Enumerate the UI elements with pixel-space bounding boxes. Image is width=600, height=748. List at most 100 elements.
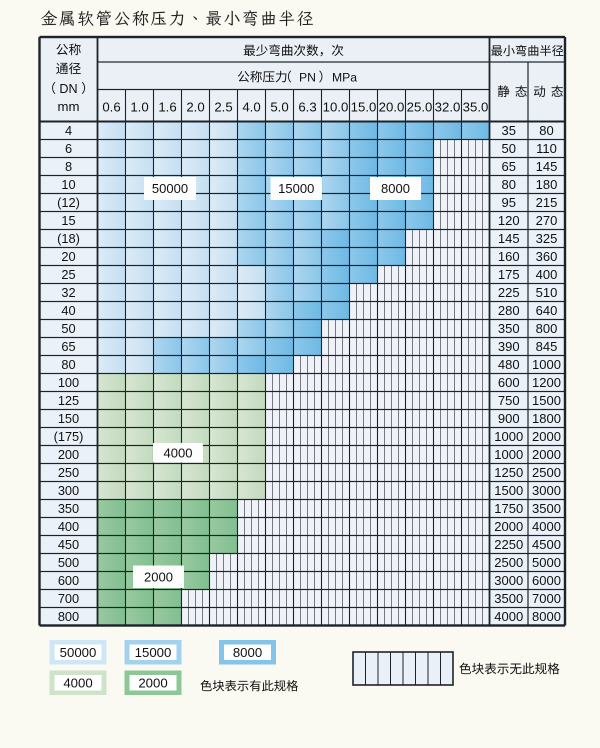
- svg-text:8: 8: [65, 159, 72, 174]
- svg-text:1250: 1250: [494, 465, 523, 480]
- svg-text:0.6: 0.6: [102, 99, 120, 114]
- svg-text:2000: 2000: [494, 519, 523, 534]
- svg-text:2000: 2000: [532, 447, 561, 462]
- svg-text:2.0: 2.0: [186, 99, 204, 114]
- svg-text:280: 280: [498, 303, 520, 318]
- svg-text:180: 180: [536, 177, 558, 192]
- svg-text:32: 32: [61, 285, 75, 300]
- svg-text:50: 50: [502, 141, 516, 156]
- svg-text:15000: 15000: [135, 645, 172, 660]
- svg-text:200: 200: [58, 447, 79, 462]
- svg-text:80: 80: [61, 357, 75, 372]
- svg-text:4: 4: [65, 123, 72, 138]
- svg-text:mm: mm: [58, 99, 80, 114]
- svg-text:8000: 8000: [233, 645, 262, 660]
- svg-text:15: 15: [61, 213, 75, 228]
- svg-text:100: 100: [58, 375, 79, 390]
- svg-text:6: 6: [65, 141, 72, 156]
- svg-text:350: 350: [58, 501, 79, 516]
- svg-text:600: 600: [58, 573, 79, 588]
- svg-text:6000: 6000: [532, 573, 561, 588]
- svg-text:1800: 1800: [532, 411, 561, 426]
- svg-text:4500: 4500: [532, 537, 561, 552]
- svg-text:4000: 4000: [164, 445, 193, 460]
- svg-text:65: 65: [502, 159, 516, 174]
- svg-text:2500: 2500: [494, 555, 523, 570]
- svg-text:40: 40: [61, 303, 75, 318]
- svg-text:MPa: MPa: [332, 70, 357, 84]
- svg-text:900: 900: [498, 411, 520, 426]
- svg-text:5000: 5000: [532, 555, 561, 570]
- svg-text:6.3: 6.3: [298, 99, 316, 114]
- svg-text:50000: 50000: [152, 181, 188, 196]
- svg-text:32.0: 32.0: [435, 99, 461, 114]
- svg-text:800: 800: [536, 321, 558, 336]
- svg-text:480: 480: [498, 357, 520, 372]
- svg-text:2000: 2000: [138, 675, 167, 690]
- svg-text:110: 110: [536, 141, 557, 156]
- svg-text:175: 175: [498, 267, 520, 282]
- svg-text:DN: DN: [59, 82, 77, 96]
- svg-text:3000: 3000: [494, 573, 523, 588]
- svg-text:300: 300: [58, 483, 79, 498]
- svg-text:20.0: 20.0: [379, 99, 405, 114]
- svg-text:2250: 2250: [494, 537, 523, 552]
- svg-text:145: 145: [536, 159, 558, 174]
- svg-text:225: 225: [498, 285, 520, 300]
- svg-text:8000: 8000: [532, 609, 561, 624]
- svg-text:600: 600: [498, 375, 520, 390]
- svg-text:400: 400: [58, 519, 79, 534]
- svg-text:1200: 1200: [532, 375, 561, 390]
- svg-text:125: 125: [58, 393, 79, 408]
- svg-text:800: 800: [58, 609, 79, 624]
- svg-text:7000: 7000: [532, 591, 561, 606]
- svg-text:35.0: 35.0: [463, 99, 489, 114]
- svg-text:15000: 15000: [278, 181, 314, 196]
- svg-text:50: 50: [61, 321, 75, 336]
- svg-text:160: 160: [498, 249, 520, 264]
- svg-text:1500: 1500: [494, 483, 523, 498]
- svg-text:3500: 3500: [494, 591, 523, 606]
- svg-text:4000: 4000: [494, 609, 523, 624]
- svg-text:390: 390: [498, 339, 520, 354]
- svg-text:1750: 1750: [494, 501, 523, 516]
- svg-text:50000: 50000: [60, 645, 97, 660]
- svg-text:510: 510: [536, 285, 558, 300]
- svg-text:1000: 1000: [494, 429, 523, 444]
- svg-text:360: 360: [536, 249, 558, 264]
- svg-text:(18): (18): [57, 231, 80, 246]
- svg-text:3500: 3500: [532, 501, 561, 516]
- svg-text:215: 215: [536, 195, 558, 210]
- svg-text:150: 150: [58, 411, 79, 426]
- svg-text:(175): (175): [54, 429, 84, 444]
- svg-text:2000: 2000: [144, 569, 173, 584]
- svg-text:80: 80: [539, 123, 553, 138]
- svg-text:80: 80: [502, 177, 516, 192]
- svg-text:8000: 8000: [381, 181, 410, 196]
- svg-text:1000: 1000: [532, 357, 561, 372]
- svg-text:1500: 1500: [532, 393, 561, 408]
- svg-text:2000: 2000: [532, 429, 561, 444]
- svg-text:(12): (12): [57, 195, 80, 210]
- svg-text:250: 250: [58, 465, 79, 480]
- svg-text:700: 700: [58, 591, 79, 606]
- svg-text:120: 120: [498, 213, 520, 228]
- svg-text:25.0: 25.0: [407, 99, 433, 114]
- svg-text:750: 750: [498, 393, 520, 408]
- svg-text:10.0: 10.0: [323, 99, 349, 114]
- svg-text:4000: 4000: [532, 519, 561, 534]
- svg-text:325: 325: [536, 231, 558, 246]
- svg-text:20: 20: [61, 249, 75, 264]
- svg-text:4.0: 4.0: [242, 99, 260, 114]
- svg-text:145: 145: [498, 231, 520, 246]
- svg-text:10: 10: [61, 177, 75, 192]
- svg-text:2500: 2500: [532, 465, 561, 480]
- svg-text:270: 270: [536, 213, 558, 228]
- svg-text:640: 640: [536, 303, 558, 318]
- svg-text:1000: 1000: [494, 447, 523, 462]
- svg-text:25: 25: [61, 267, 75, 282]
- svg-text:95: 95: [502, 195, 516, 210]
- svg-text:1.6: 1.6: [158, 99, 176, 114]
- svg-text:1.0: 1.0: [130, 99, 148, 114]
- svg-text:350: 350: [498, 321, 520, 336]
